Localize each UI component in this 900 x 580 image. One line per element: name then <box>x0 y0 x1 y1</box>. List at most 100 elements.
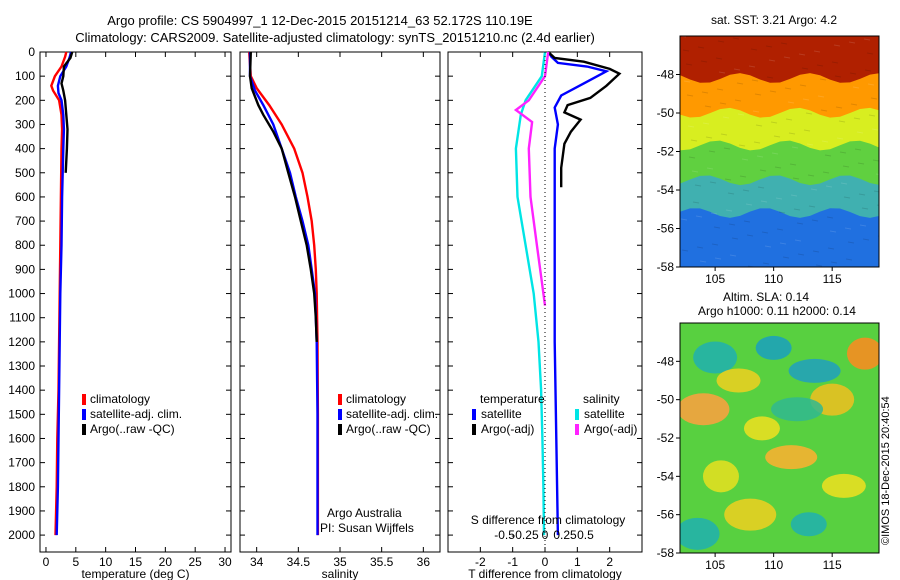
sst-texture <box>685 63 693 66</box>
sst-texture <box>729 254 737 257</box>
sst-texture <box>833 44 841 47</box>
series-line-argo-raw-qc- <box>248 51 318 342</box>
legend-label: Argo(..raw -QC) <box>346 422 431 436</box>
sst-texture <box>827 247 835 250</box>
sst-texture <box>773 135 781 138</box>
sst-texture <box>727 192 735 195</box>
sst-texture <box>783 56 791 59</box>
sst-texture <box>856 131 864 134</box>
imos-watermark: ©IMOS 18-Dec-2015 20:40:54 <box>880 396 892 545</box>
sst-texture <box>824 154 832 157</box>
sst-texture <box>826 216 834 219</box>
sst-texture <box>720 133 728 136</box>
sst-texture <box>737 113 745 116</box>
sst-texture <box>782 256 790 259</box>
sst-texture <box>817 95 825 98</box>
sst-texture <box>802 98 810 101</box>
sst-texture <box>813 50 821 53</box>
sla-anomaly-blob <box>716 368 761 393</box>
sst-texture <box>787 101 795 104</box>
sst-texture <box>847 241 855 244</box>
sst-texture <box>867 83 875 86</box>
header-line-2: Climatology: CARS2009. Satellite-adjuste… <box>75 30 595 45</box>
y-tick-label: 800 <box>15 238 35 252</box>
map-panel-2: 105 110 115 -48 -50 -52 -54 -56 -58 Altim. SLA: 0… <box>657 290 880 572</box>
y-tick-label: -58 <box>657 546 675 560</box>
x-tick-label: 20 <box>159 555 173 569</box>
map-panel-1: 105 110 115 -48 -50 -52 -54 -56 -58 sat. SST: 3.2… <box>657 13 880 286</box>
sst-texture <box>708 150 716 153</box>
sst-texture <box>694 184 702 187</box>
y-tick-label: -52 <box>657 431 675 445</box>
sst-texture <box>775 197 783 200</box>
x-tick-label: -2 <box>475 555 486 569</box>
sst-texture <box>840 182 848 185</box>
sst-texture <box>843 196 851 199</box>
profile-panel-2: 34 34.5 35 35.5 36 salinity climatologysatelli… <box>239 51 441 580</box>
legend-header-temperature: temperature <box>480 392 545 406</box>
x-tick-label: 34 <box>250 555 264 569</box>
legend-label: Argo(-adj) <box>584 422 637 436</box>
y-tick-label: 500 <box>15 166 35 180</box>
x-tick-label: 115 <box>823 272 842 286</box>
x-tick-label: 110 <box>764 558 783 572</box>
x-tick-label: 10 <box>99 555 113 569</box>
sst-texture <box>853 117 861 120</box>
legend-swatch <box>575 409 579 420</box>
y-tick-label: -48 <box>657 354 675 368</box>
sst-texture <box>709 181 717 184</box>
sst-texture <box>748 65 756 68</box>
sst-texture <box>849 72 857 75</box>
x-tick-label: 0 <box>43 555 50 569</box>
series-line-temperature-argo-adj- <box>547 51 622 188</box>
plot-frame <box>39 51 232 553</box>
sst-texture <box>691 170 699 173</box>
y-tick-label: 1600 <box>8 431 35 445</box>
sst-texture <box>692 201 700 204</box>
sst-texture <box>788 132 796 135</box>
y-tick-label: 0 <box>28 45 35 59</box>
sst-texture <box>702 122 710 125</box>
legend-swatch <box>338 409 342 420</box>
sst-texture <box>738 144 746 147</box>
sst-texture <box>687 125 695 128</box>
sst-field <box>680 36 879 267</box>
sst-texture <box>794 239 802 242</box>
x-axis-label: temperature (deg C) <box>81 567 189 580</box>
y-tick-label: 200 <box>15 93 35 107</box>
series-line-salinity-satellite <box>514 51 547 536</box>
sst-texture <box>784 87 792 90</box>
sst-texture <box>819 78 827 81</box>
y-tick-label: 700 <box>15 214 35 228</box>
y-tick-label: 1100 <box>9 311 35 325</box>
legend-label: satellite <box>584 407 625 421</box>
y-tick-label: 1000 <box>8 287 35 301</box>
sst-texture <box>780 42 788 45</box>
sst-texture <box>793 208 801 211</box>
sst-texture <box>768 59 776 62</box>
y-tick-label: 1900 <box>8 504 35 518</box>
sst-map-title: sat. SST: 3.21 Argo: 4.2 <box>711 13 837 27</box>
sst-texture <box>850 103 858 106</box>
sst-texture <box>751 79 759 82</box>
x-top-tick-label: -0.5 <box>494 528 515 542</box>
sst-texture <box>792 177 800 180</box>
sst-texture <box>810 188 818 191</box>
sst-texture <box>732 37 740 40</box>
x-tick-label: 15 <box>129 555 143 569</box>
sst-texture <box>875 173 879 176</box>
plot-frame <box>239 51 441 553</box>
sla-anomaly-blob <box>765 445 818 470</box>
sst-texture <box>742 189 750 192</box>
sla-anomaly-blob <box>693 341 738 374</box>
sst-texture <box>766 76 774 79</box>
sla-anomaly-blob <box>680 517 720 550</box>
sst-texture <box>778 211 786 214</box>
y-tick-label: -50 <box>657 393 675 407</box>
sst-band <box>680 208 879 267</box>
legend-swatch <box>575 424 579 435</box>
sst-texture <box>733 68 741 71</box>
sst-texture <box>876 204 879 206</box>
sst-texture <box>859 224 867 227</box>
